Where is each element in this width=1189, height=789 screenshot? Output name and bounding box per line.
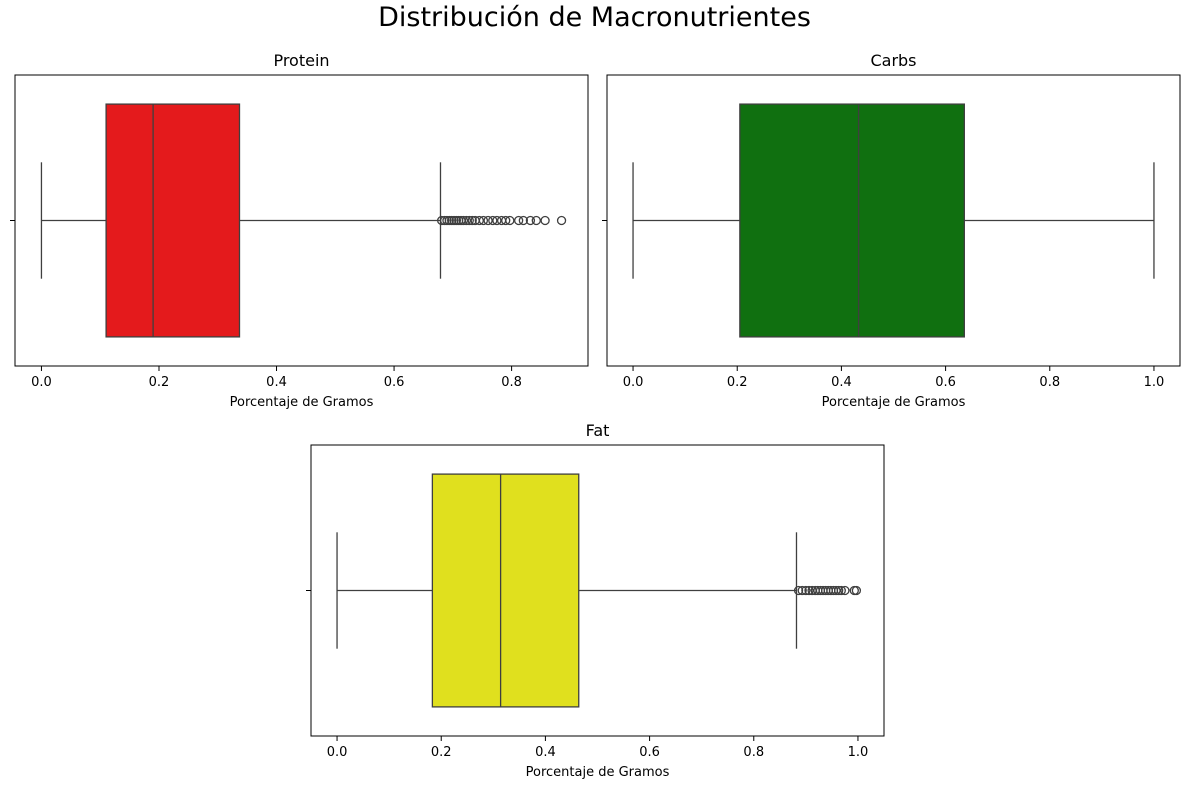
x-tick-label: 1.0 [1144, 375, 1165, 390]
subplot-protein: Protein 0.0 0.2 0.4 0.6 0.8 Porcentaje de Gram… [10, 51, 589, 410]
x-tick-label: 0.0 [327, 745, 348, 760]
outlier-point [540, 215, 550, 226]
outlier-point [461, 215, 471, 226]
outlier-point [501, 215, 511, 226]
outlier-point [831, 585, 841, 596]
outlier-point [474, 215, 484, 226]
x-tick-label: 0.6 [384, 375, 405, 390]
outlier-point [464, 215, 474, 226]
x-tick-label: 0.2 [431, 745, 452, 760]
subplot-fat: Fat 0.0 0.2 0.4 0.6 0.8 1.0 Porcentaje de Gramo… [306, 421, 885, 780]
box [739, 103, 965, 338]
outlier-point [483, 215, 493, 226]
x-tick-label: 0.0 [31, 375, 52, 390]
outlier-point [505, 215, 515, 226]
outlier-point [525, 215, 536, 226]
box [105, 103, 241, 338]
outlier-point [467, 215, 477, 226]
x-axis-label: Porcentaje de Gramos [230, 395, 374, 410]
x-tick-label: 0.2 [727, 375, 748, 390]
outlier-point [793, 585, 804, 596]
subplot-title: Carbs [870, 51, 916, 70]
x-tick-label: 1.0 [848, 745, 869, 760]
outlier-point [836, 585, 846, 596]
figure-title: Distribución de Macronutrientes [378, 2, 811, 33]
outlier-point [804, 585, 814, 596]
x-tick-label: 0.8 [1039, 375, 1060, 390]
x-tick-label: 0.0 [623, 375, 644, 390]
box [431, 473, 580, 708]
outlier-point [851, 585, 862, 596]
outlier-point [801, 585, 811, 596]
x-tick-label: 0.4 [535, 745, 556, 760]
x-tick-label: 0.8 [743, 745, 764, 760]
outlier-point [492, 215, 502, 226]
outlier-point [478, 215, 489, 226]
x-tick-label: 0.2 [149, 375, 170, 390]
outlier-point [556, 215, 567, 226]
outlier-point [514, 215, 524, 226]
outlier-point [488, 215, 498, 226]
x-axis-label: Porcentaje de Gramos [822, 395, 966, 410]
outlier-point [458, 215, 469, 226]
subplot-title: Protein [273, 51, 329, 70]
outlier-point [834, 585, 844, 596]
x-tick-label: 0.8 [501, 375, 522, 390]
subplot-title: Fat [586, 421, 610, 440]
x-tick-label: 0.6 [639, 745, 660, 760]
x-tick-label: 0.4 [266, 375, 287, 390]
outlier-point [518, 215, 529, 226]
x-axis-label: Porcentaje de Gramos [526, 765, 670, 780]
subplot-carbs: Carbs 0.0 0.2 0.4 0.6 0.8 1.0 Porcentaje de Gra… [602, 51, 1181, 410]
x-tick-label: 0.6 [935, 375, 956, 390]
x-tick-label: 0.4 [831, 375, 852, 390]
outlier-point [531, 215, 541, 226]
outlier-point [797, 585, 807, 596]
outlier-point [840, 585, 850, 596]
